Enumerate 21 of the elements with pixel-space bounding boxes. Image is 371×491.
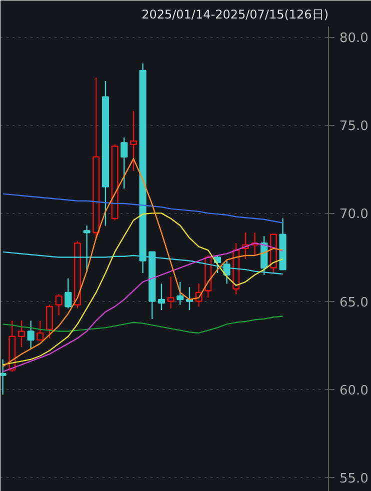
y-tick-label: 55.0 <box>340 471 368 486</box>
candlestick <box>64 278 72 309</box>
candlestick <box>46 304 54 339</box>
y-tick-label: 60.0 <box>340 383 368 398</box>
candlestick <box>55 294 62 316</box>
candlestick <box>158 283 166 311</box>
y-tick-label: 80.0 <box>340 31 368 46</box>
candlestick <box>130 110 138 172</box>
candlestick <box>120 136 128 190</box>
candlestick <box>27 320 34 350</box>
y-tick-label: 75.0 <box>340 119 368 134</box>
y-tick-label: 65.0 <box>340 295 368 310</box>
candlestick <box>176 281 184 306</box>
candlestick <box>18 320 26 348</box>
line-series <box>2 193 284 224</box>
candlestick <box>36 320 44 341</box>
candlestick <box>0 358 6 396</box>
chart-title: 2025/01/14-2025/07/15(126日) <box>142 8 329 22</box>
candlestick <box>167 276 174 309</box>
line-series <box>2 316 284 334</box>
y-tick-label: 70.0 <box>340 207 368 222</box>
